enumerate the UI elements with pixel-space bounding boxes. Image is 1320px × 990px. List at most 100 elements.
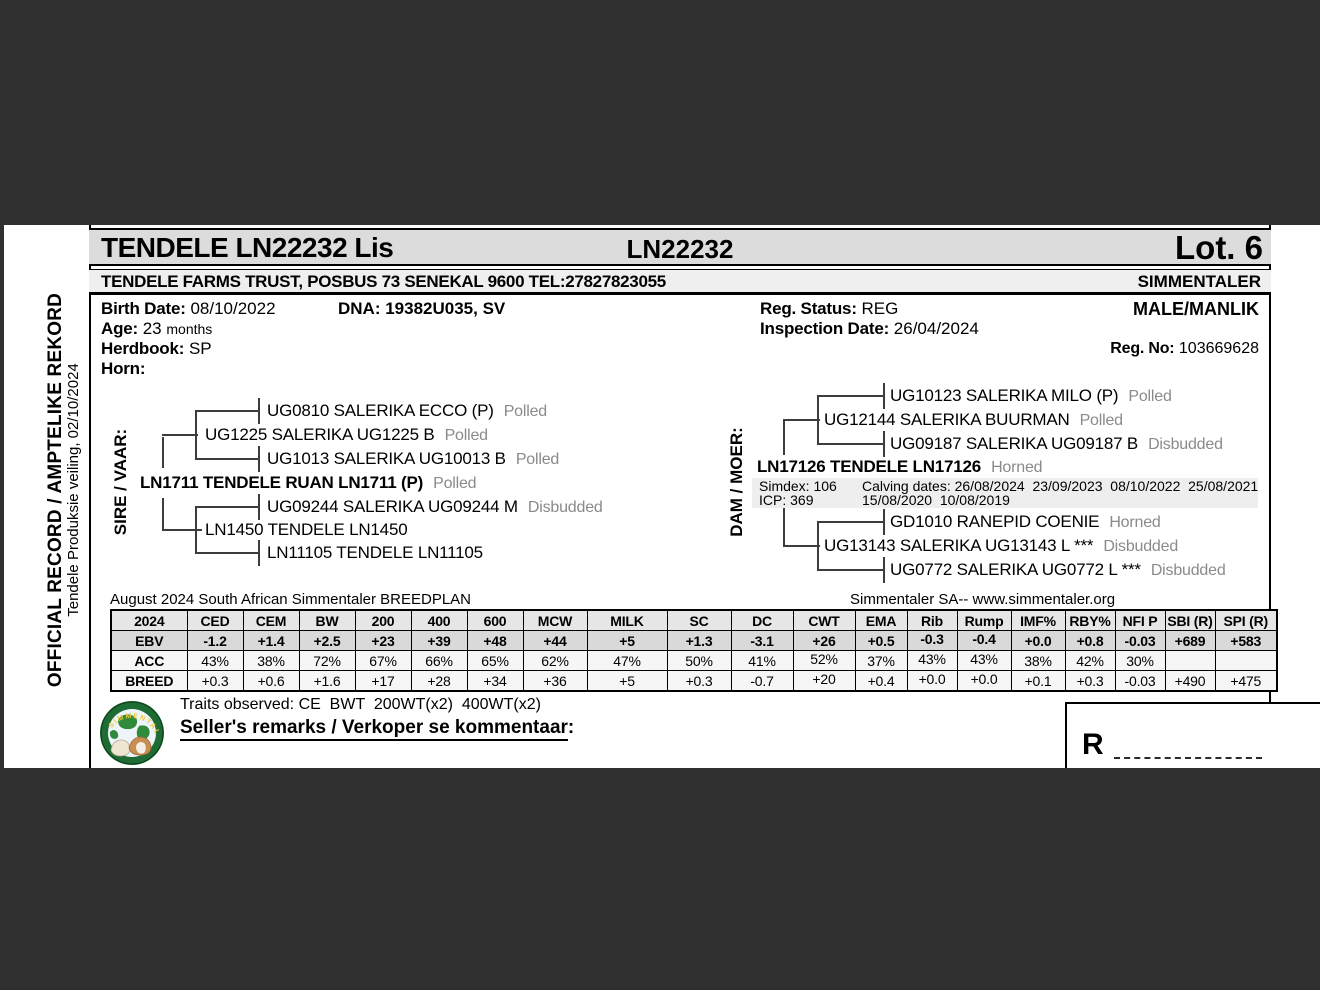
breedplan-cell: +0.6 xyxy=(242,670,300,692)
breedplan-col-header: RBY% xyxy=(1064,609,1116,631)
breedplan-col-header: MILK xyxy=(586,609,668,631)
pedigree-connector xyxy=(258,446,260,472)
breedplan-cell: +0.8 xyxy=(1064,630,1116,651)
breedplan-cell: -1.2 xyxy=(186,630,244,651)
dam-grandsire-sire: UG10123 SALERIKA MILO (P) Polled xyxy=(890,386,1172,405)
breedplan-col-header: Rump xyxy=(956,609,1012,631)
dam-sire: UG12144 SALERIKA BUURMAN Polled xyxy=(824,410,1123,429)
dna-info: DNA: 19382U035, SV xyxy=(338,299,506,318)
pedigree-connector xyxy=(817,396,819,444)
breedplan-cell: +26 xyxy=(792,630,856,651)
pedigree-connector xyxy=(195,552,258,554)
breedplan-cell: +5 xyxy=(586,630,668,651)
animal-id: LN22232 xyxy=(626,234,734,264)
breedplan-cell: 43% xyxy=(186,650,244,671)
breedplan-row-breed: BREED +0.3 +0.6 +1.6 +17 +28 +34 +36 +5 +0.3 -0.7 +… xyxy=(110,670,1278,692)
horn-field: Horn: xyxy=(101,359,146,378)
pedigree-connector xyxy=(162,434,198,436)
breedplan-cell: 42% xyxy=(1064,650,1116,671)
breedplan-cell: 38% xyxy=(1010,650,1066,671)
breedplan-col-header: SC xyxy=(666,609,732,631)
breedplan-col-header: EMA xyxy=(854,609,908,631)
breedplan-cell xyxy=(1214,650,1278,671)
breedplan-cell: +1.4 xyxy=(242,630,300,651)
breedplan-title: August 2024 South African Simmentaler BR… xyxy=(110,591,472,608)
animal-title: TENDELE LN22232 Lis xyxy=(101,232,394,263)
breedplan-row-label: ACC xyxy=(110,650,188,671)
breedplan-cell: 37% xyxy=(854,650,908,671)
sire-granddam-dam: LN11105 TENDELE LN11105 xyxy=(267,543,483,562)
simdex-value: Simdex: 106 xyxy=(759,478,837,494)
calving-dates-line2: 15/08/2020 10/08/2019 xyxy=(862,492,1010,508)
breedplan-cell: 43% xyxy=(906,650,958,671)
breedplan-cell: 50% xyxy=(666,650,732,671)
pedigree-connector xyxy=(258,540,260,566)
breedplan-cell: +34 xyxy=(466,670,524,692)
pedigree-connector xyxy=(195,411,197,459)
breedplan-col-header: 2024 xyxy=(110,609,188,631)
pedigree-connector xyxy=(195,458,258,460)
sex-label: MALE/MANLIK xyxy=(1133,299,1259,319)
sire-grandsire-dam: UG1013 SALERIKA UG10013 B Polled xyxy=(267,449,560,468)
breedplan-cell: +17 xyxy=(354,670,412,692)
breedplan-cell: +0.3 xyxy=(186,670,244,692)
sire-dam: LN1450 TENDELE LN1450 xyxy=(205,520,408,539)
pedigree-connector xyxy=(258,494,260,520)
pedigree-connector xyxy=(783,508,785,546)
pedigree-connector xyxy=(883,509,885,535)
breedplan-col-header: 600 xyxy=(466,609,524,631)
price-currency-label: R xyxy=(1082,728,1104,761)
breedplan-col-header: CEM xyxy=(242,609,300,631)
breedplan-cell: -0.7 xyxy=(730,670,794,692)
breedplan-col-header: SPI (R) xyxy=(1214,609,1278,631)
breedplan-cell: +2.5 xyxy=(298,630,356,651)
dam-stats-box: Simdex: 106 ICP: 369 Calving dates: 26/0… xyxy=(752,478,1258,508)
breedplan-cell: 62% xyxy=(522,650,588,671)
breedplan-col-header: SBI (R) xyxy=(1164,609,1216,631)
breedplan-cell: -3.1 xyxy=(730,630,794,651)
breedplan-row-acc: ACC 43% 38% 72% 67% 66% 65% 62% 47% 50% 41% 52% 37% 4… xyxy=(110,650,1278,671)
dam-granddam-sire: GD1010 RANEPID COENIE Horned xyxy=(890,512,1161,531)
breedplan-cell: +0.3 xyxy=(666,670,732,692)
dam-dam: UG13143 SALERIKA UG13143 L *** Disbudded xyxy=(824,536,1179,555)
pedigree-connector xyxy=(258,398,260,424)
title-bar: TENDELE LN22232 Lis LN22232 Lot. 6 xyxy=(89,228,1271,266)
breedplan-row-ebv: EBV -1.2 +1.4 +2.5 +23 +39 +48 +44 +5 +1.3 -3.1 +26… xyxy=(110,630,1278,651)
breedplan-cell: 67% xyxy=(354,650,412,671)
pedigree-connector xyxy=(817,443,883,445)
price-box-top-border xyxy=(1065,702,1320,704)
breedplan-cell xyxy=(1164,650,1216,671)
breedplan-col-header: CED xyxy=(186,609,244,631)
pedigree-connector xyxy=(195,410,258,412)
price-fill-in-line xyxy=(1114,727,1262,759)
age: Age: 23 months xyxy=(101,319,213,338)
birth-date: Birth Date: 08/10/2022 xyxy=(101,299,276,318)
pedigree-connector xyxy=(195,507,197,553)
breedplan-cell: 30% xyxy=(1114,650,1166,671)
document-right-border xyxy=(1269,225,1271,703)
breedplan-cell: +1.3 xyxy=(666,630,732,651)
breedplan-cell: +0.5 xyxy=(854,630,908,651)
breedplan-row-label: BREED xyxy=(110,670,188,692)
breedplan-cell: 72% xyxy=(298,650,356,671)
breedplan-col-header: DC xyxy=(730,609,794,631)
breedplan-col-header: Rib xyxy=(906,609,958,631)
price-box-left-border xyxy=(1065,702,1067,768)
dam-name: LN17126 TENDELE LN17126 Horned xyxy=(757,457,1043,476)
breedplan-cell: +0.3 xyxy=(1064,670,1116,692)
dam-granddam-dam: UG0772 SALERIKA UG0772 L *** Disbudded xyxy=(890,560,1226,579)
pedigree-connector xyxy=(783,419,820,421)
breedplan-cell: +20 xyxy=(792,670,856,692)
breed-name: SIMMENTALER xyxy=(1137,272,1261,291)
breedplan-cell: +39 xyxy=(410,630,468,651)
sire-name: LN1711 TENDELE RUAN LN1711 (P) Polled xyxy=(140,473,477,492)
seller-remarks-heading: Seller's remarks / Verkoper se kommentaa… xyxy=(180,716,574,741)
breedplan-col-header: BW xyxy=(298,609,356,631)
farm-contact: TENDELE FARMS TRUST, POSBUS 73 SENEKAL 9… xyxy=(101,272,666,291)
breedplan-cell: +583 xyxy=(1214,630,1278,651)
simmentaler-logo: SIMMENTALER xyxy=(96,693,165,766)
pedigree-connector xyxy=(817,522,819,570)
sire-sire: UG1225 SALERIKA UG1225 B Polled xyxy=(205,425,488,444)
breedplan-cell: 41% xyxy=(730,650,794,671)
breedplan-table: 2024 CED CEM BW 200 400 600 MCW MILK SC DC CWT EMA Ri… xyxy=(110,609,1278,692)
